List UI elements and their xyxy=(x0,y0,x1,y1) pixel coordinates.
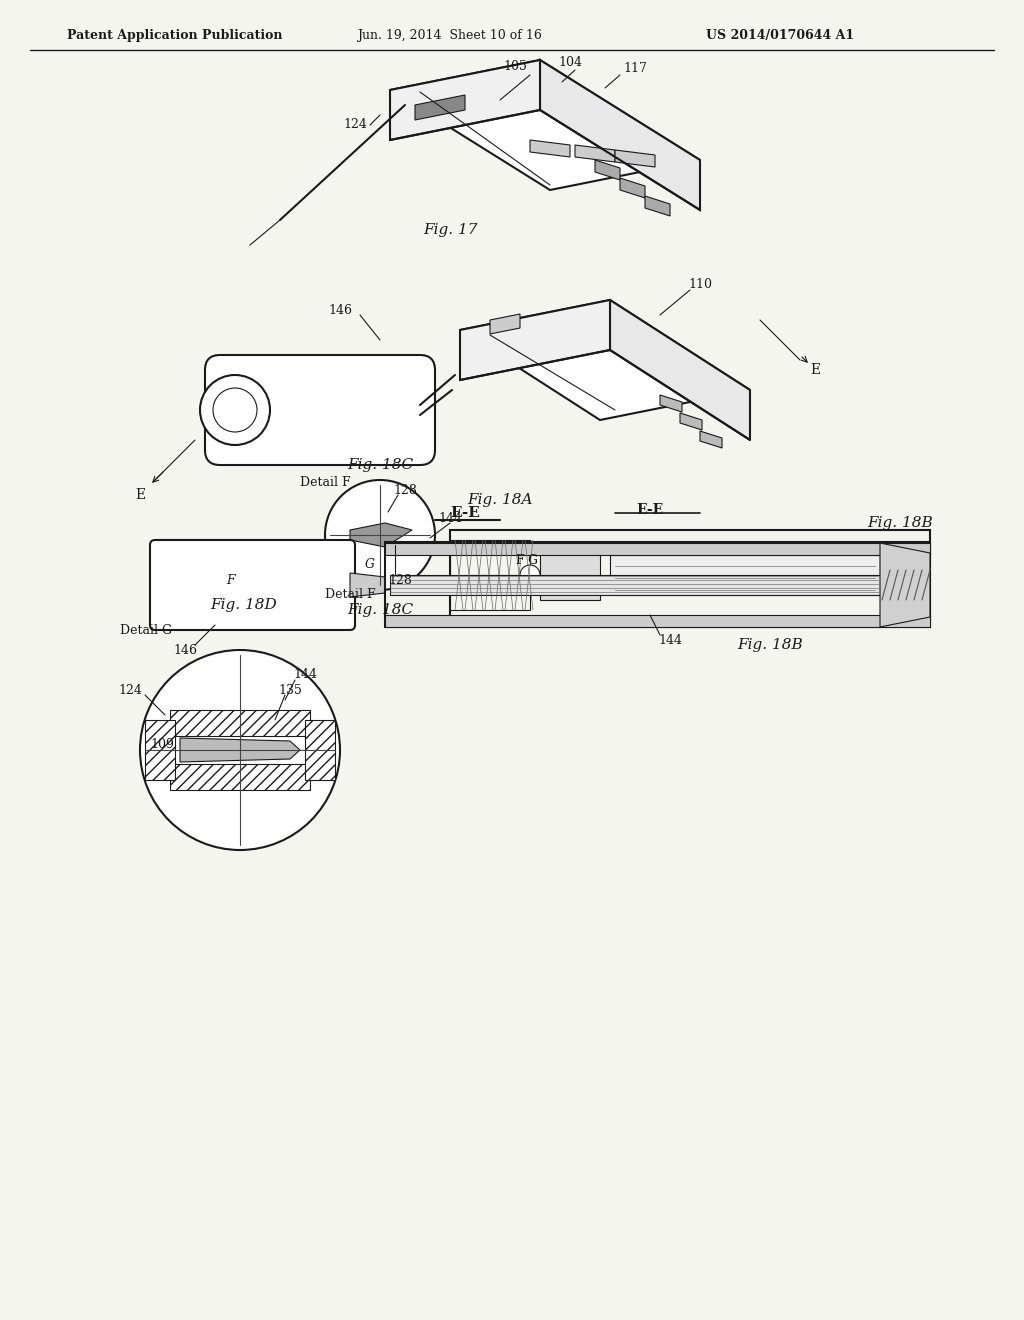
Text: 117: 117 xyxy=(623,62,647,74)
Bar xyxy=(385,543,930,627)
Text: F: F xyxy=(516,553,524,566)
Bar xyxy=(450,540,530,610)
Text: 128: 128 xyxy=(388,573,412,586)
Polygon shape xyxy=(415,95,465,120)
Text: Fig. 18A: Fig. 18A xyxy=(467,492,532,507)
Text: 109: 109 xyxy=(150,738,174,751)
Polygon shape xyxy=(660,395,682,412)
Circle shape xyxy=(325,480,435,590)
Text: G: G xyxy=(527,553,537,566)
Polygon shape xyxy=(390,59,540,140)
Text: 146: 146 xyxy=(173,644,197,656)
Polygon shape xyxy=(880,543,930,627)
Text: F: F xyxy=(225,573,234,586)
Text: 144: 144 xyxy=(658,634,682,647)
Text: Fig. 18D: Fig. 18D xyxy=(210,598,276,612)
Bar xyxy=(385,615,930,627)
Circle shape xyxy=(140,649,340,850)
Polygon shape xyxy=(645,195,670,216)
Text: Fig. 18C: Fig. 18C xyxy=(347,603,413,616)
Text: Fig. 18B: Fig. 18B xyxy=(867,516,933,531)
Polygon shape xyxy=(180,738,300,762)
Text: US 2014/0170644 A1: US 2014/0170644 A1 xyxy=(706,29,854,41)
Polygon shape xyxy=(610,300,750,440)
Polygon shape xyxy=(170,710,310,737)
Polygon shape xyxy=(615,150,655,168)
Polygon shape xyxy=(460,300,750,420)
Polygon shape xyxy=(700,432,722,447)
Text: Fig. 18B: Fig. 18B xyxy=(737,638,803,652)
Bar xyxy=(385,543,930,554)
Text: 124: 124 xyxy=(118,684,142,697)
Text: Detail F: Detail F xyxy=(325,589,376,602)
Polygon shape xyxy=(620,178,645,198)
Polygon shape xyxy=(575,145,615,162)
Text: E-E: E-E xyxy=(636,503,664,517)
Bar xyxy=(390,576,885,595)
Polygon shape xyxy=(460,300,610,380)
Polygon shape xyxy=(305,719,335,780)
Text: 124: 124 xyxy=(343,119,367,132)
Text: 146: 146 xyxy=(328,304,352,317)
Text: Fig. 18C: Fig. 18C xyxy=(347,458,413,473)
Text: Fig. 17: Fig. 17 xyxy=(423,223,477,238)
Text: G: G xyxy=(365,558,375,572)
Polygon shape xyxy=(145,719,175,780)
Bar xyxy=(450,531,930,620)
Polygon shape xyxy=(350,523,412,546)
Polygon shape xyxy=(350,573,385,597)
Text: 128: 128 xyxy=(393,483,417,496)
Text: Jun. 19, 2014  Sheet 10 of 16: Jun. 19, 2014 Sheet 10 of 16 xyxy=(357,29,543,41)
Text: 144: 144 xyxy=(293,668,317,681)
Bar xyxy=(540,550,600,601)
Text: Detail G: Detail G xyxy=(120,623,172,636)
Text: E: E xyxy=(810,363,820,378)
Text: 104: 104 xyxy=(558,55,582,69)
Text: 135: 135 xyxy=(279,684,302,697)
Polygon shape xyxy=(170,764,310,789)
Circle shape xyxy=(520,565,540,585)
Text: Patent Application Publication: Patent Application Publication xyxy=(68,29,283,41)
Polygon shape xyxy=(680,413,702,430)
Text: 110: 110 xyxy=(688,279,712,292)
Polygon shape xyxy=(540,59,700,210)
Text: Detail F: Detail F xyxy=(300,475,350,488)
Text: 105: 105 xyxy=(503,61,527,74)
Polygon shape xyxy=(490,314,520,334)
Polygon shape xyxy=(530,140,570,157)
Circle shape xyxy=(200,375,270,445)
FancyBboxPatch shape xyxy=(205,355,435,465)
Polygon shape xyxy=(390,59,700,190)
Text: E-E: E-E xyxy=(451,506,480,520)
FancyBboxPatch shape xyxy=(150,540,355,630)
Polygon shape xyxy=(595,160,620,180)
Text: E: E xyxy=(135,488,145,502)
Bar xyxy=(610,554,880,595)
Text: 144: 144 xyxy=(438,511,462,524)
